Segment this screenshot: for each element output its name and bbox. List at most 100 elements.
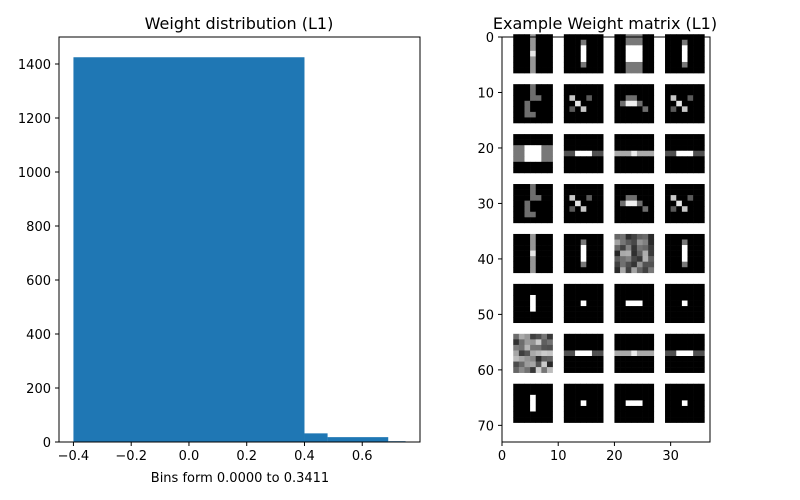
weight-cell xyxy=(614,139,621,146)
weight-cell xyxy=(631,317,638,324)
weight-cell xyxy=(563,100,570,107)
weight-cell xyxy=(631,300,638,307)
weight-cell xyxy=(625,134,632,140)
weight-cell xyxy=(535,195,542,201)
weight-cell xyxy=(546,356,553,362)
weight-cell xyxy=(631,344,638,351)
weight-cell xyxy=(614,84,621,91)
weight-cell xyxy=(513,356,520,362)
weight-cell xyxy=(620,156,626,163)
weight-cell xyxy=(530,150,537,157)
weight-cell xyxy=(625,67,632,74)
histogram-frame xyxy=(58,36,421,443)
weight-cell xyxy=(648,283,655,290)
weight-cell xyxy=(530,411,537,418)
weight-cell xyxy=(687,389,694,396)
weight-cell xyxy=(631,189,638,196)
weight-cell xyxy=(569,50,576,57)
weight-cell xyxy=(591,339,598,346)
weight-cell xyxy=(693,217,700,224)
weight-cell xyxy=(670,389,677,396)
weight-cell xyxy=(665,217,671,224)
weight-cell xyxy=(541,400,548,407)
weight-cell xyxy=(636,306,643,312)
weight-cell xyxy=(530,45,537,52)
weight-cell xyxy=(575,50,582,57)
weight-cell xyxy=(518,195,525,201)
weight-cell xyxy=(670,350,677,357)
weight-cell xyxy=(518,306,525,312)
weight-cell xyxy=(535,405,542,412)
weight-cell xyxy=(620,417,626,423)
weight-cell xyxy=(636,361,643,368)
weight-cell xyxy=(620,184,626,190)
weight-cell xyxy=(541,350,548,357)
weight-cell xyxy=(631,267,638,274)
weight-cell xyxy=(636,200,643,207)
weight-cell xyxy=(597,306,604,312)
weight-cell xyxy=(580,311,587,318)
weight-cell xyxy=(670,111,677,118)
weight-cell xyxy=(591,211,598,218)
weight-cell xyxy=(518,61,525,68)
weight-cell xyxy=(676,289,683,296)
weight-cell xyxy=(636,411,643,418)
weight-cell xyxy=(676,294,683,301)
weight-cell xyxy=(665,145,671,152)
weight-cell xyxy=(665,245,671,251)
weight-cell xyxy=(513,245,520,251)
weight-cell xyxy=(569,289,576,296)
weight-cell xyxy=(625,145,632,152)
weight-cell xyxy=(518,50,525,57)
weight-cell xyxy=(535,145,542,152)
weight-cell xyxy=(620,306,626,312)
weight-cell xyxy=(575,356,582,362)
weight-cell xyxy=(625,106,632,113)
weight-cell xyxy=(614,389,621,396)
weight-cell xyxy=(676,283,683,290)
weight-cell xyxy=(631,367,638,373)
weight-cell xyxy=(665,405,671,412)
weight-cell xyxy=(625,239,632,246)
weight-cell xyxy=(676,100,683,107)
weight-cell xyxy=(698,283,705,290)
weight-cell xyxy=(698,417,705,423)
weight-cell xyxy=(524,189,531,196)
weight-cell xyxy=(687,156,694,163)
weight-cell xyxy=(614,394,621,401)
weight-cell xyxy=(524,405,531,412)
weight-cell xyxy=(642,233,649,240)
weight-cell xyxy=(693,294,700,301)
weight-cell xyxy=(597,39,604,46)
weight-cell xyxy=(665,45,671,52)
weight-cell xyxy=(636,300,643,307)
weight-cell xyxy=(591,267,598,274)
weight-cell xyxy=(580,394,587,401)
weight-cell xyxy=(563,339,570,346)
weight-cell xyxy=(648,50,655,57)
weight-cell xyxy=(631,111,638,118)
weight-cell xyxy=(541,156,548,163)
weight-cell xyxy=(591,111,598,118)
weight-cell xyxy=(518,250,525,257)
weight-tile xyxy=(513,84,553,124)
weight-cell xyxy=(614,339,621,346)
weight-cell xyxy=(586,389,593,396)
weight-cell xyxy=(648,317,655,324)
weight-cell xyxy=(518,411,525,418)
weight-cell xyxy=(524,250,531,257)
weight-cell xyxy=(597,206,604,213)
weight-cell xyxy=(575,300,582,307)
weight-cell xyxy=(546,233,553,240)
weight-cell xyxy=(614,189,621,196)
weight-cell xyxy=(636,233,643,240)
weight-cell xyxy=(513,95,520,102)
weight-cell xyxy=(580,250,587,257)
weight-cell xyxy=(513,100,520,107)
weight-cell xyxy=(518,356,525,362)
weight-cell xyxy=(569,383,576,390)
weight-cell xyxy=(518,400,525,407)
weight-cell xyxy=(665,39,671,46)
weight-cell xyxy=(648,100,655,107)
weight-cell xyxy=(636,217,643,224)
